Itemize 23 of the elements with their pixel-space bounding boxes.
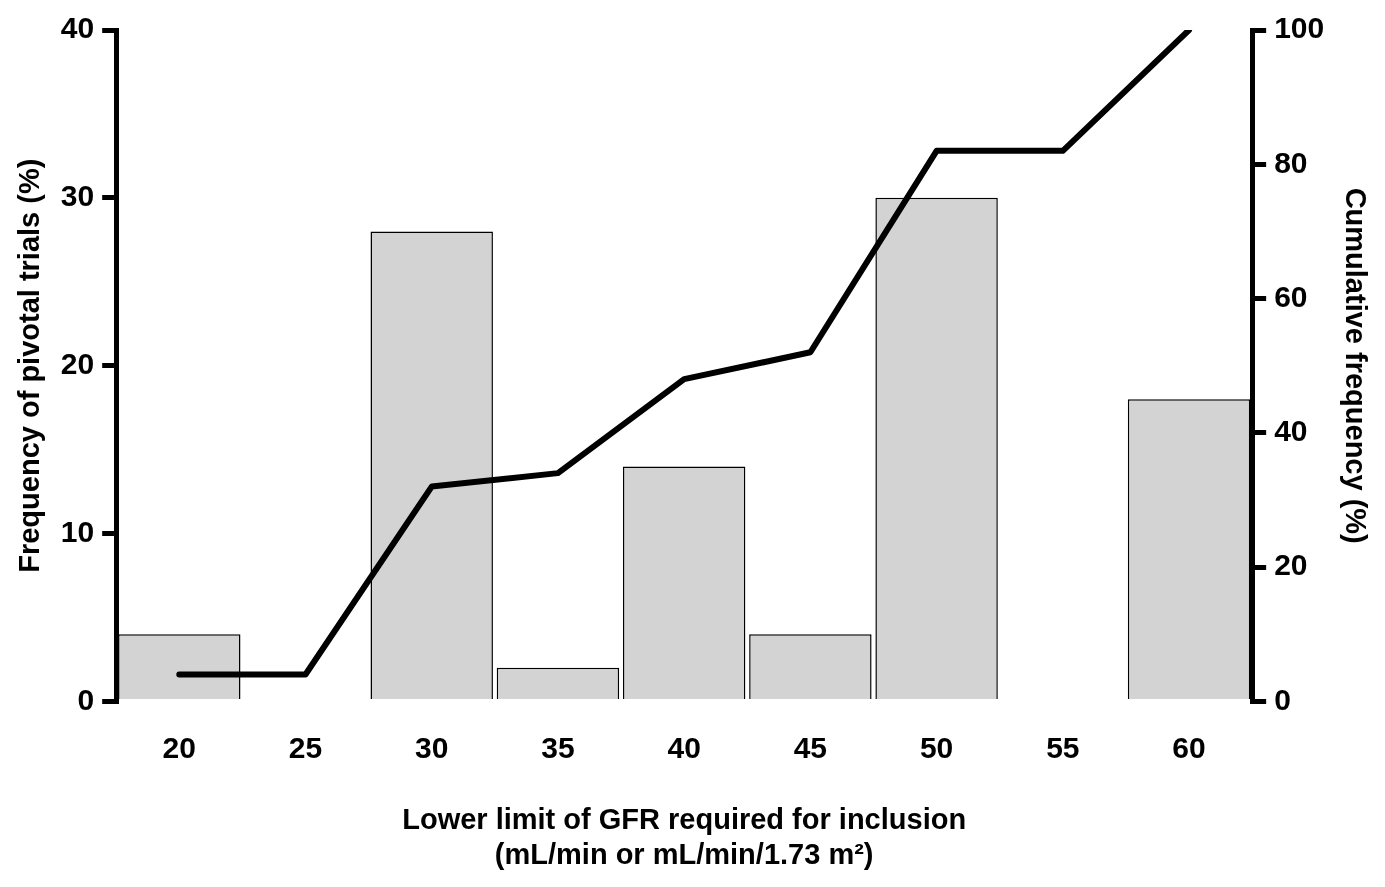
x-tick-label: 55 [1046,730,1080,764]
x-tick-label: 25 [288,730,323,764]
y-axis-title: Frequency of pivotal trials (%) [13,158,46,573]
x-axis-title: Lower limit of GFR required for inclusion (mL/min or mL/min/1.73 m²) [402,802,967,870]
y-tick-label: 20 [60,346,95,380]
y2-tick-label: 40 [1274,414,1308,448]
x-tick-label: 20 [162,730,196,764]
x-tick-label: 40 [667,730,701,764]
y2-tick-label: 20 [1274,548,1308,582]
y-tick-label: 0 [77,682,95,716]
x-tick-label: 50 [919,730,954,764]
y2-tick-label: 80 [1274,145,1308,179]
x-tick-label: 30 [415,730,449,764]
y2-tick-label: 0 [1274,682,1291,716]
y-tick-label: 40 [60,11,95,45]
y2-axis-title: Cumulative frequency (%) [1339,187,1372,544]
y2-tick-label: 60 [1274,279,1308,313]
x-tick-label: 35 [541,730,575,764]
x-tick-label: 60 [1172,730,1206,764]
y-tick-label: 10 [60,514,95,548]
x-tick-label: 45 [793,730,828,764]
y-tick-label: 30 [60,179,95,213]
y2-tick-label: 100 [1274,11,1325,45]
